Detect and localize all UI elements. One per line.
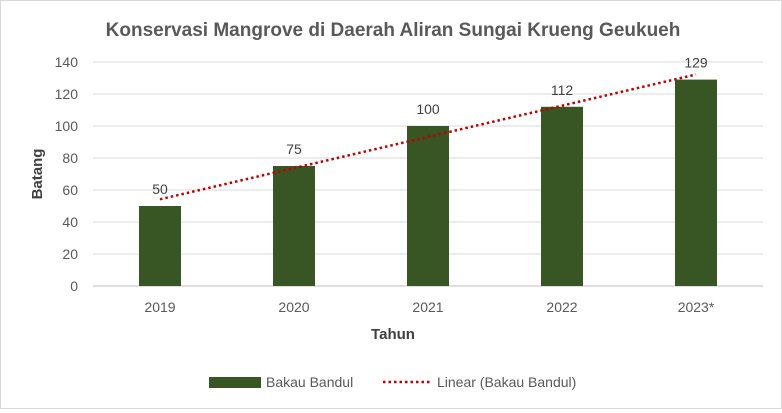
data-label: 112 bbox=[551, 82, 574, 98]
data-label: 129 bbox=[684, 55, 708, 71]
y-axis-ticks: 0 20 40 60 80 100 120 140 bbox=[55, 54, 79, 294]
bar bbox=[541, 106, 583, 286]
x-tick-label: 2021 bbox=[412, 299, 443, 315]
legend-swatch-bar bbox=[209, 377, 261, 388]
data-labels: 50 75 100 112 129 bbox=[152, 55, 708, 197]
chart-title: Konservasi Mangrove di Daerah Aliran Sun… bbox=[106, 20, 681, 41]
trendline bbox=[159, 73, 697, 201]
x-axis-ticks: 2019 2020 2021 2022 2023* bbox=[144, 299, 714, 315]
y-tick-label: 40 bbox=[62, 214, 78, 230]
bar bbox=[273, 166, 315, 286]
x-tick-label: 2020 bbox=[278, 299, 309, 315]
y-tick-label: 80 bbox=[62, 150, 78, 166]
x-axis-title: Tahun bbox=[371, 326, 415, 343]
legend-label-bar: Bakau Bandul bbox=[266, 374, 353, 390]
x-tick-label: 2023* bbox=[678, 299, 715, 315]
x-tick-label: 2019 bbox=[144, 299, 175, 315]
data-label: 75 bbox=[286, 141, 302, 157]
bar bbox=[139, 206, 181, 286]
x-tick-label: 2022 bbox=[546, 299, 577, 315]
y-tick-label: 120 bbox=[55, 86, 79, 102]
y-tick-label: 20 bbox=[62, 246, 78, 262]
legend-label-trendline: Linear (Bakau Bandul) bbox=[437, 374, 576, 390]
y-tick-label: 100 bbox=[55, 118, 79, 134]
bar bbox=[675, 79, 717, 286]
data-label: 100 bbox=[416, 101, 440, 117]
y-axis-title: Batang bbox=[29, 149, 46, 200]
y-tick-label: 60 bbox=[62, 182, 78, 198]
trendline-layer bbox=[159, 73, 697, 201]
bar bbox=[407, 126, 449, 286]
data-label: 50 bbox=[152, 181, 168, 197]
y-tick-label: 140 bbox=[55, 54, 79, 70]
y-tick-label: 0 bbox=[70, 278, 78, 294]
legend: Bakau Bandul Linear (Bakau Bandul) bbox=[209, 374, 576, 390]
bars bbox=[139, 79, 717, 286]
